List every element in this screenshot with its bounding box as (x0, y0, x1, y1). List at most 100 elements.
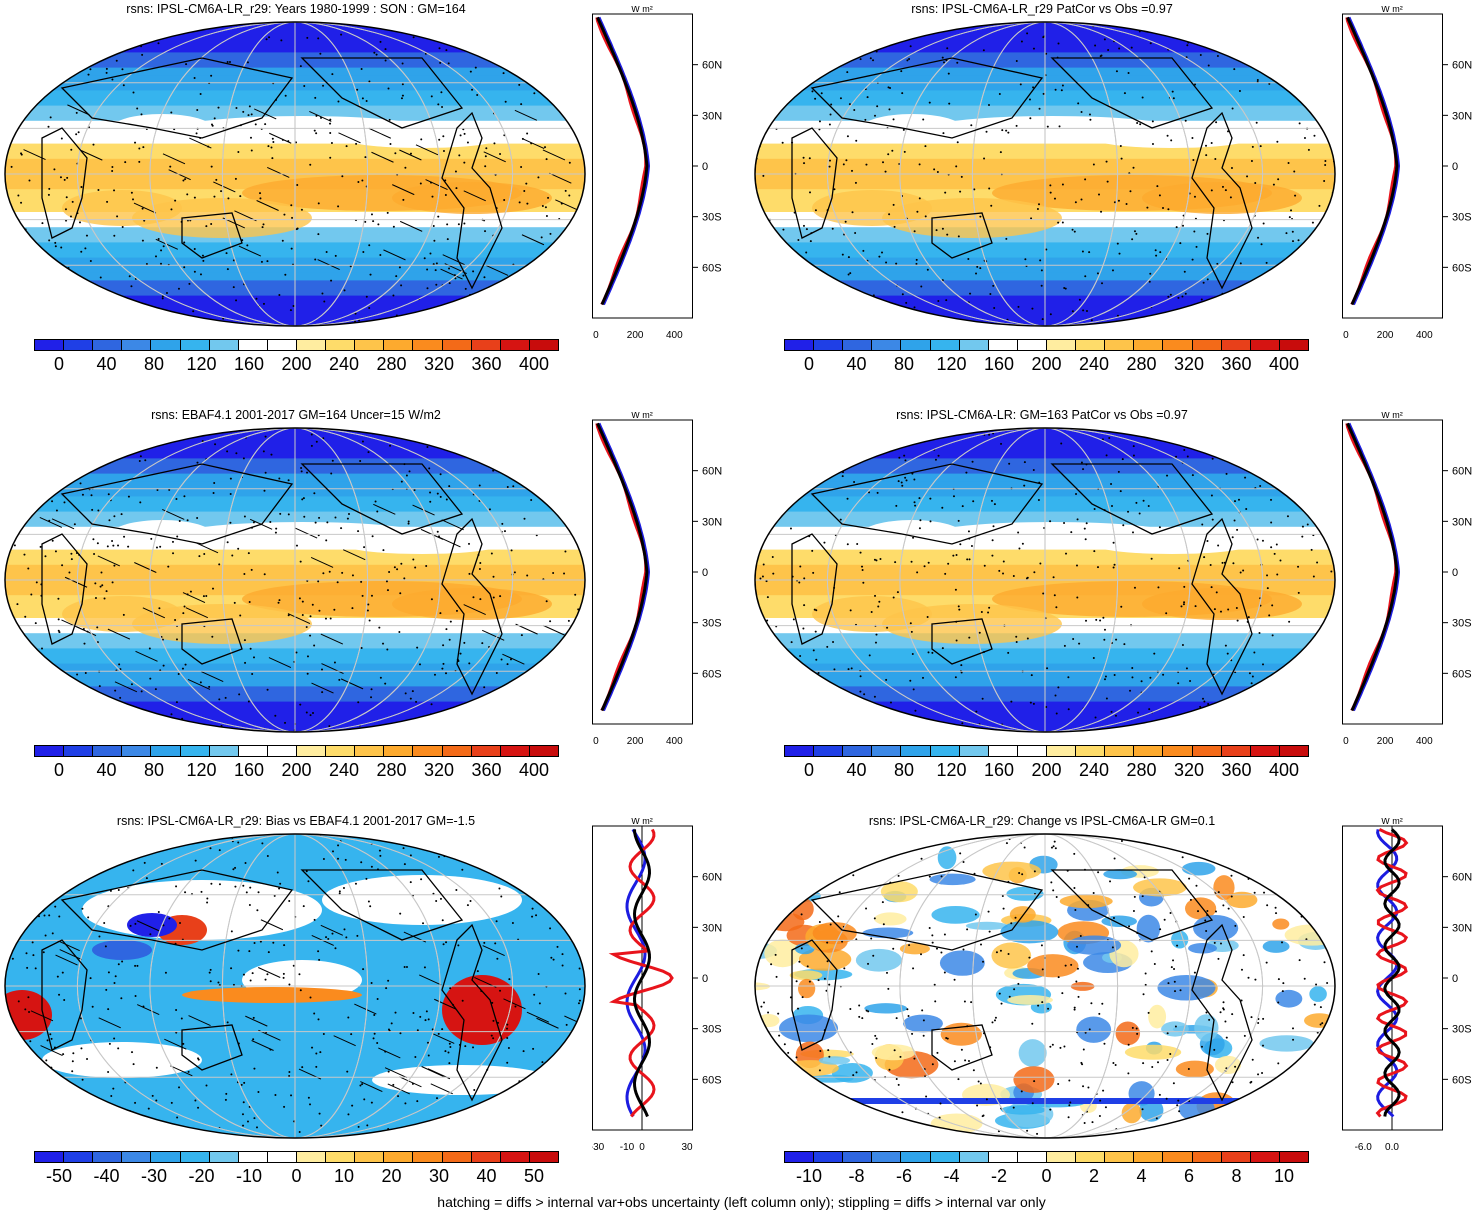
stipple-dot (329, 156, 332, 159)
stipple-dot (311, 712, 314, 715)
stipple-dot (113, 234, 116, 237)
stipple-dot (584, 537, 585, 540)
stipple-dot (976, 1104, 979, 1107)
lat-tick-label: 0 (702, 161, 708, 173)
stipple-dot (913, 1057, 916, 1060)
lat-band (755, 60, 1335, 69)
stipple-dot (1017, 982, 1020, 985)
stipple-dot (993, 1019, 996, 1022)
stipple-dot (40, 76, 43, 79)
stipple-dot (818, 1069, 821, 1072)
ensemble-profile (596, 422, 649, 712)
stipple-dot (888, 108, 891, 111)
stipple-dot (1137, 711, 1140, 714)
stipple-dot (547, 1118, 550, 1121)
stipple-dot (864, 118, 867, 121)
stipple-dot (1301, 535, 1304, 538)
stipple-dot (1258, 631, 1261, 634)
colorbar-label: 400 (1268, 760, 1300, 780)
stipple-dot (522, 294, 525, 297)
stipple-dot (759, 683, 762, 686)
stipple-dot (10, 678, 13, 681)
stipple-dot (333, 661, 336, 664)
stipple-dot (402, 847, 405, 850)
stipple-dot (1242, 954, 1245, 957)
stipple-dot (164, 971, 167, 974)
stipple-dot (101, 584, 104, 587)
stipple-dot (1184, 292, 1187, 295)
stipple-dot (450, 320, 453, 323)
stipple-dot (934, 458, 937, 461)
colorbar-segment (529, 746, 558, 756)
stipple-dot (811, 549, 814, 552)
stipple-dot (298, 1130, 301, 1133)
stipple-dot (869, 853, 872, 856)
stipple-dot (1264, 714, 1267, 717)
stipple-dot (287, 614, 290, 617)
stipple-dot (244, 862, 247, 865)
stipple-dot (250, 568, 253, 571)
stipple-dot (1261, 539, 1264, 542)
change-blob (1258, 1101, 1292, 1129)
stipple-dot (1024, 258, 1027, 261)
stipple-dot (905, 428, 908, 430)
stipple-dot (284, 721, 287, 724)
lat-band (5, 694, 585, 703)
stipple-dot (289, 309, 292, 312)
stipple-dot (540, 676, 543, 679)
stipple-dot (989, 292, 992, 295)
stipple-dot (61, 971, 64, 974)
stipple-dot (208, 685, 211, 688)
stipple-dot (201, 440, 204, 443)
colorbar-label: 280 (376, 760, 407, 780)
colorbar-segment (413, 1152, 443, 1162)
stipple-dot (322, 437, 325, 440)
meridian-line (899, 834, 1191, 1138)
stipple-dot (974, 913, 977, 916)
stipple-dot (17, 632, 20, 635)
change-blob (755, 982, 771, 991)
stipple-dot (84, 672, 87, 675)
stipple-dot (1196, 311, 1199, 314)
stipple-dot (588, 38, 590, 40)
lat-band (5, 52, 585, 61)
stipple-dot (344, 858, 347, 861)
stipple-dot (318, 958, 321, 961)
change-blob (1121, 1102, 1142, 1124)
stipple-dot (472, 596, 475, 599)
map-border (4, 833, 586, 1139)
stipple-dot (981, 697, 984, 700)
stipple-dot (141, 207, 144, 210)
stipple-dot (1330, 326, 1332, 328)
stipple-dot (266, 973, 269, 976)
stipple-dot (1131, 531, 1134, 534)
stipple-dot (780, 913, 783, 916)
colorbar-segment (1250, 746, 1280, 756)
change-blob (871, 1044, 916, 1061)
stipple-dot (1015, 635, 1018, 638)
profile-unit: W m² (1381, 6, 1403, 14)
stipple-dot (105, 71, 108, 74)
stipple-dot (1244, 727, 1247, 730)
stipple-dot (918, 497, 921, 500)
stipple-dot (817, 45, 820, 48)
stipple-dot (910, 435, 913, 438)
stipple-dot (972, 500, 975, 503)
stipple-dot (179, 922, 182, 925)
stipple-dot (941, 227, 944, 230)
stipple-dot (946, 47, 949, 50)
lat-band (755, 435, 1335, 445)
stipple-dot (1171, 1129, 1174, 1132)
stipple-dot (315, 1065, 318, 1068)
lat-tick-label: 0 (1452, 161, 1458, 173)
hatch-line (260, 919, 284, 931)
stipple-dot (49, 869, 52, 872)
stipple-dot (1224, 189, 1227, 192)
colorbar-segment (843, 1152, 873, 1162)
colorbar-segment (1017, 340, 1047, 350)
stipple-dot (129, 428, 132, 429)
continent-outline (300, 869, 464, 941)
stipple-dot (237, 949, 240, 952)
stipple-dot (835, 53, 838, 56)
